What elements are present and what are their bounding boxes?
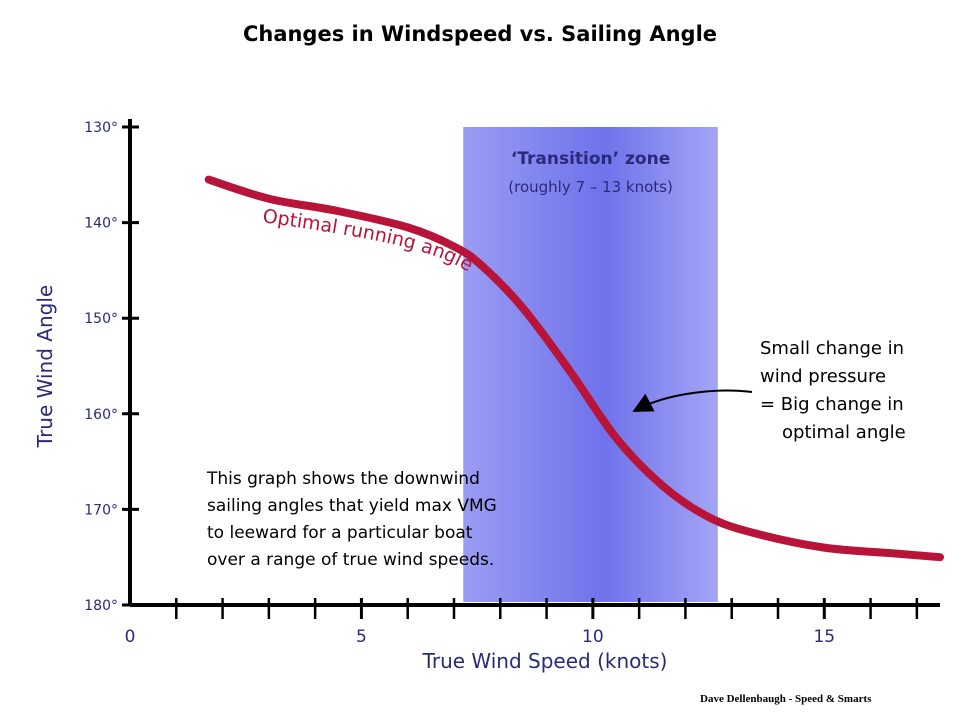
- chart-title: Changes in Windspeed vs. Sailing Angle: [242, 22, 718, 46]
- transition-zone-label: ‘Transition’ zone: [511, 149, 670, 169]
- credit-line: Dave Dellenbaugh - Speed & Smarts: [700, 693, 872, 705]
- x-tick-label: 15: [813, 627, 835, 647]
- annotation-line: Small change in: [760, 338, 904, 359]
- y-tick-label: 170°: [84, 502, 118, 518]
- y-tick-label: 180°: [84, 598, 118, 614]
- x-tick-label: 5: [356, 627, 367, 647]
- y-tick-label: 140°: [84, 216, 118, 232]
- y-axis-label: True Wind Angle: [33, 285, 57, 448]
- transition-zone-sublabel: (roughly 7 – 13 knots): [508, 178, 673, 196]
- y-tick-label: 160°: [84, 407, 118, 423]
- x-tick-label: 0: [125, 627, 136, 647]
- description-line: This graph shows the downwind: [206, 469, 480, 489]
- annotation-arrow: [632, 389, 753, 412]
- description-line: to leeward for a particular boat: [207, 523, 473, 543]
- x-tick-label: 10: [582, 627, 604, 647]
- annotation-description: This graph shows the downwind sailing ang…: [206, 469, 497, 570]
- description-line: sailing angles that yield max VMG: [207, 496, 497, 516]
- transition-zone: [463, 127, 718, 602]
- optimal-angle-curve: [204, 175, 944, 562]
- annotation-line: optimal angle: [782, 422, 906, 443]
- annotation-line: wind pressure: [760, 366, 886, 387]
- y-tick-label: 130°: [84, 120, 118, 136]
- annotation-line: = Big change in: [760, 394, 904, 415]
- description-line: over a range of true wind speeds.: [207, 550, 494, 570]
- axes: [128, 119, 940, 607]
- ticks: 0 5 10 15 130° 140° 150° 160° 170° 180°: [84, 120, 919, 647]
- x-axis-label: True Wind Speed (knots): [422, 649, 668, 673]
- annotation-small-change: Small change in wind pressure = Big change…: [760, 338, 906, 443]
- y-tick-label: 150°: [84, 311, 118, 327]
